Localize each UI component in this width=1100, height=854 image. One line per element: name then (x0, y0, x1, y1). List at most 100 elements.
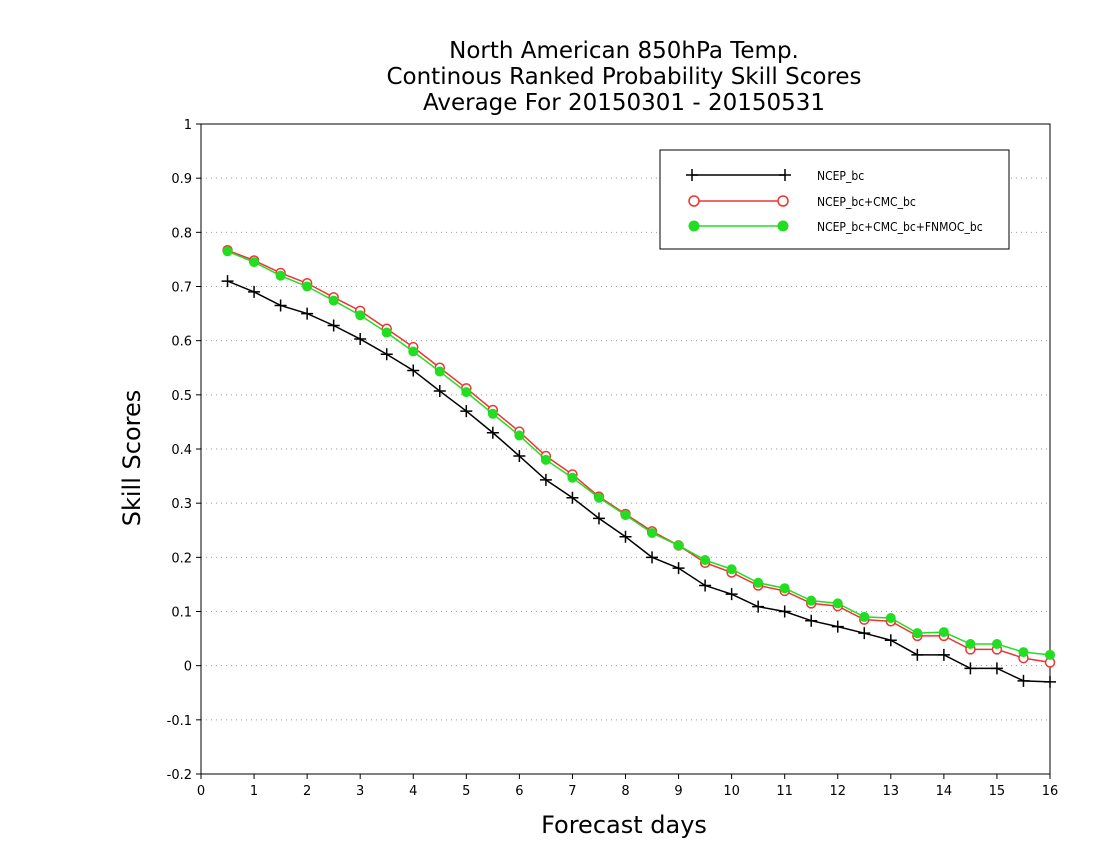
x-tick-label-10: 10 (723, 784, 740, 799)
y-tick-label-0-8: 0.8 (171, 226, 192, 241)
data-point-ncep-bc-22 (805, 614, 818, 627)
legend: NCEP_bc NCEP_bc+CMC_bc NCEP_bc+CMC_bc+FN… (659, 149, 1010, 250)
x-tick-label-1: 1 (250, 784, 258, 799)
data-point-ncep-bc-27 (937, 648, 950, 661)
data-point-ncep-bc-12 (539, 473, 552, 486)
chart-title-line-3: Average For 20150301 - 20150531 (423, 90, 825, 116)
legend-marker-ncep-bc-right (779, 169, 791, 181)
x-tick-label-2: 2 (303, 784, 311, 799)
data-point-ncep-bc-cmc-bc-fnmoc-bc-14 (593, 492, 604, 503)
data-point-ncep-bc-cmc-bc-fnmoc-bc-19 (726, 564, 737, 575)
series-line-ncep-bc-cmc-bc-fnmoc-bc (227, 250, 1051, 656)
x-axis-label: Forecast days (541, 811, 707, 839)
data-point-ncep-bc-26 (911, 648, 924, 661)
series-line-ncep-bc (227, 280, 1051, 683)
data-point-ncep-bc-cmc-bc-fnmoc-bc-17 (673, 540, 684, 551)
data-point-ncep-bc-3 (301, 307, 314, 320)
data-point-ncep-bc-29 (990, 662, 1003, 675)
y-tick-label-0-3: 0.3 (171, 497, 192, 512)
data-point-ncep-bc-cmc-bc-fnmoc-bc-12 (540, 454, 551, 465)
data-point-ncep-bc-cmc-bc-fnmoc-bc-0 (222, 246, 233, 257)
x-tick-label-11: 11 (776, 784, 793, 799)
x-tick-label-15: 15 (989, 784, 1006, 799)
data-point-ncep-bc-cmc-bc-fnmoc-bc-13 (567, 472, 578, 483)
legend-label-ncep-bc-cmc-bc-fnmoc-bc: NCEP_bc+CMC_bc+FNMOC_bc (817, 220, 983, 234)
data-point-ncep-bc-cmc-bc-fnmoc-bc-30 (1018, 647, 1029, 658)
data-point-ncep-bc-cmc-bc-fnmoc-bc-25 (885, 613, 896, 623)
data-point-ncep-bc-30 (1017, 674, 1030, 687)
legend-label-ncep-bc: NCEP_bc (817, 169, 864, 183)
data-point-ncep-bc-cmc-bc-fnmoc-bc-15 (620, 510, 631, 521)
x-tick-label-5: 5 (462, 784, 470, 799)
x-tick-label-12: 12 (829, 784, 846, 799)
data-point-ncep-bc-15 (619, 530, 632, 543)
y-tick-label-0-5: 0.5 (171, 389, 192, 404)
legend-label-ncep-bc-cmc-bc: NCEP_bc+CMC_bc (817, 195, 916, 209)
data-point-ncep-bc-cmc-bc-fnmoc-bc-27 (938, 627, 949, 638)
data-point-ncep-bc-20 (752, 600, 765, 613)
y-tick-label-0-7: 0.7 (171, 281, 192, 296)
x-tick-label-6: 6 (515, 784, 523, 799)
series-group (221, 244, 1056, 688)
data-point-ncep-bc-21 (778, 605, 791, 618)
data-point-ncep-bc-4 (327, 319, 340, 332)
series-ncep-bc (221, 275, 1056, 688)
x-tick-label-0: 0 (197, 784, 205, 799)
legend-box (659, 149, 1010, 250)
data-point-ncep-bc-2 (274, 299, 287, 312)
data-point-ncep-bc-24 (858, 627, 871, 640)
data-point-ncep-bc-cmc-bc-fnmoc-bc-18 (700, 555, 711, 566)
x-tick-label-14: 14 (936, 784, 953, 799)
x-tick-label-16: 16 (1042, 784, 1059, 799)
data-point-ncep-bc-cmc-bc-fnmoc-bc-2 (275, 270, 286, 281)
data-point-ncep-bc-cmc-bc-fnmoc-bc-31 (1045, 649, 1055, 660)
data-point-ncep-bc-cmc-bc-fnmoc-bc-26 (912, 628, 923, 639)
data-point-ncep-bc-cmc-bc-fnmoc-bc-29 (991, 639, 1002, 649)
axes: -0.2-0.100.10.20.30.40.50.60.70.80.910 1 2… (167, 118, 1059, 799)
data-point-ncep-bc-17 (672, 562, 685, 575)
data-point-ncep-bc-6 (380, 348, 393, 361)
data-point-ncep-bc-11 (513, 450, 526, 463)
data-point-ncep-bc-cmc-bc-fnmoc-bc-21 (779, 583, 790, 594)
data-point-ncep-bc-cmc-bc-fnmoc-bc-10 (487, 408, 498, 419)
chart-title-line-2: Continous Ranked Probability Skill Score… (386, 64, 861, 90)
y-tick-label-0-2: -0.2 (167, 768, 192, 783)
y-tick-label-0-9: 0.9 (171, 172, 192, 187)
data-point-ncep-bc-cmc-bc-fnmoc-bc-1 (249, 257, 260, 268)
y-tick-label-0-1: -0.1 (167, 714, 192, 729)
data-point-ncep-bc-16 (646, 551, 659, 564)
series-ncep-bc-cmc-bc-fnmoc-bc (222, 246, 1055, 660)
data-point-ncep-bc-cmc-bc-fnmoc-bc-24 (859, 611, 870, 622)
data-point-ncep-bc-19 (725, 588, 738, 601)
legend-marker-ncep-bc-cmc-bc-fnmoc-bc-right (777, 220, 789, 232)
data-point-ncep-bc-cmc-bc-fnmoc-bc-20 (753, 577, 764, 588)
data-point-ncep-bc-cmc-bc-fnmoc-bc-5 (355, 310, 366, 321)
data-point-ncep-bc-23 (831, 620, 844, 633)
data-point-ncep-bc-cmc-bc-fnmoc-bc-3 (302, 281, 313, 292)
data-point-ncep-bc-cmc-bc-fnmoc-bc-16 (647, 527, 658, 538)
y-tick-label-0: 0 (184, 660, 192, 675)
y-tick-label-0-1: 0.1 (171, 606, 192, 621)
data-point-ncep-bc-1 (248, 285, 261, 298)
data-point-ncep-bc-8 (433, 385, 446, 398)
data-point-ncep-bc-7 (407, 364, 420, 377)
data-point-ncep-bc-13 (566, 491, 579, 504)
data-point-ncep-bc-cmc-bc-fnmoc-bc-28 (965, 639, 976, 649)
legend-marker-ncep-bc-cmc-bc-fnmoc-bc-left (688, 220, 700, 232)
x-tick-label-4: 4 (409, 784, 417, 799)
data-point-ncep-bc-cmc-bc-fnmoc-bc-7 (408, 346, 419, 357)
data-point-ncep-bc-10 (486, 426, 499, 439)
data-point-ncep-bc-5 (354, 333, 367, 346)
y-tick-label-0-4: 0.4 (171, 443, 192, 458)
data-point-ncep-bc-31 (1044, 675, 1056, 688)
y-tick-label-0-2: 0.2 (171, 551, 192, 566)
data-point-ncep-bc-cmc-bc-fnmoc-bc-23 (832, 598, 843, 609)
y-tick-label-1: 1 (184, 118, 192, 133)
y-axis-label: Skill Scores (118, 390, 146, 527)
data-point-ncep-bc-0 (221, 275, 234, 288)
legend-marker-ncep-bc-cmc-bc-left (688, 195, 700, 207)
x-tick-label-7: 7 (568, 784, 576, 799)
